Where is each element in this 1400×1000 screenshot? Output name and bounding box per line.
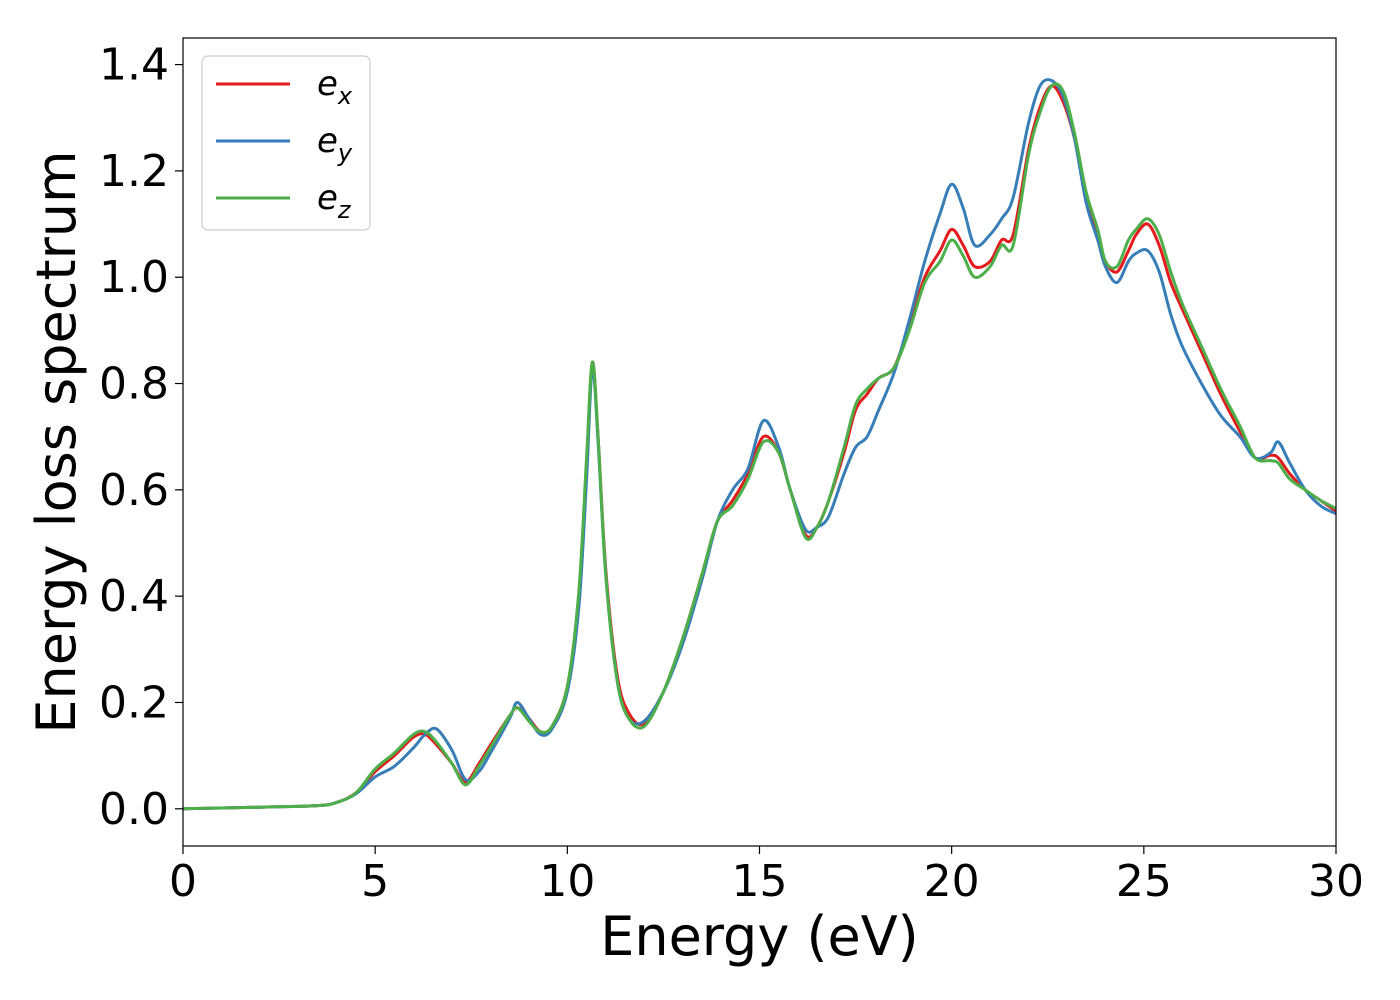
y-tick-label: 0.2 bbox=[99, 677, 169, 728]
y-tick-label: 1.2 bbox=[99, 146, 169, 197]
x-tick-label: 15 bbox=[732, 856, 788, 907]
x-axis-title: Energy (eV) bbox=[600, 905, 919, 968]
legend-label-subscript: y bbox=[337, 139, 353, 167]
y-axis-title: Energy loss spectrum bbox=[25, 150, 88, 733]
y-tick-label: 0.6 bbox=[99, 465, 169, 516]
y-tick-label: 0.8 bbox=[99, 359, 169, 410]
y-tick-label: 1.0 bbox=[99, 252, 169, 303]
x-tick-label: 30 bbox=[1308, 856, 1364, 907]
legend-label-subscript: z bbox=[337, 196, 352, 224]
x-tick-label: 10 bbox=[539, 856, 595, 907]
x-tick-label: 20 bbox=[924, 856, 980, 907]
legend-box bbox=[201, 55, 371, 231]
series-layer bbox=[183, 78, 1336, 811]
x-tick-label: 25 bbox=[1116, 856, 1172, 907]
y-tick-label: 0.0 bbox=[99, 784, 169, 835]
x-axis-ticks: 0 5 10 15 20 25 30 bbox=[169, 846, 1364, 907]
x-tick-label: 0 bbox=[169, 856, 197, 907]
y-tick-label: 0.4 bbox=[99, 571, 169, 622]
series-line-z bbox=[183, 82, 1336, 811]
y-axis-ticks: 0.0 0.2 0.4 0.6 0.8 1.0 1.2 1.4 bbox=[99, 40, 183, 835]
x-tick-label: 5 bbox=[361, 856, 389, 907]
y-tick-label: 1.4 bbox=[99, 40, 169, 91]
legend-label-subscript: x bbox=[337, 82, 353, 110]
